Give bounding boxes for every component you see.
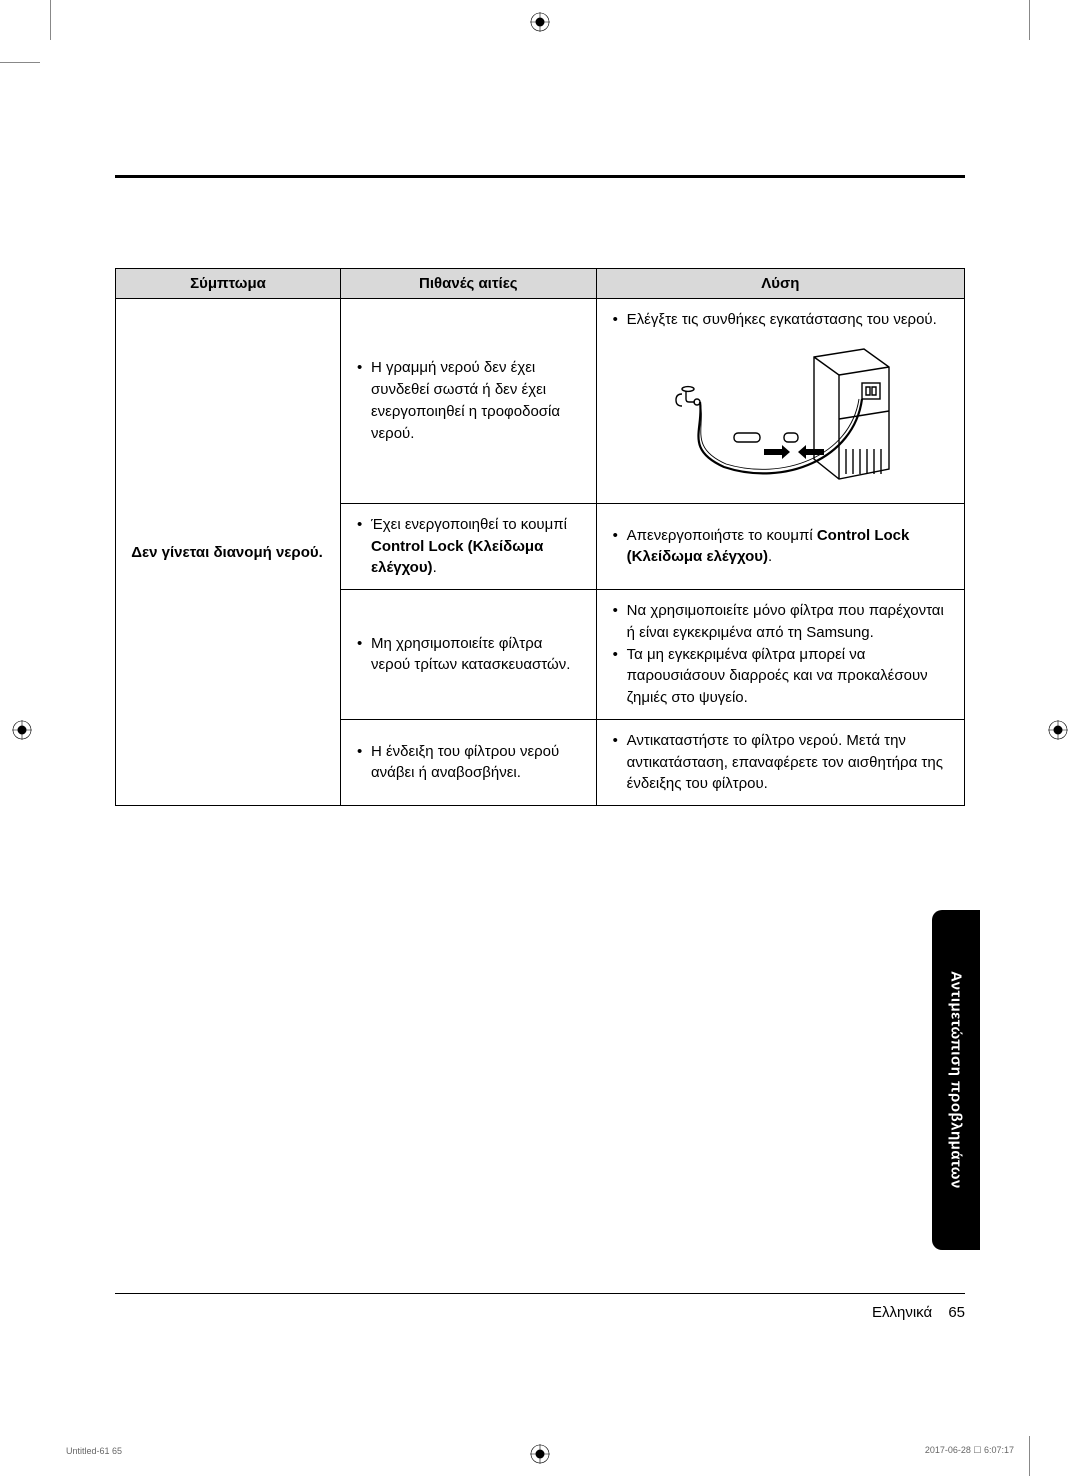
symptom-cell: Δεν γίνεται διανομή νερού. (116, 299, 341, 806)
col-header-solution: Λύση (596, 269, 964, 299)
solution-text: Αντικαταστήστε το φίλτρο νερού. Μετά την… (605, 730, 954, 795)
section-tab: Αντιμετώπιση προβλημάτων (932, 910, 980, 1250)
print-meta-left: Untitled-61 65 (66, 1446, 122, 1456)
crop-mark (1029, 0, 1030, 40)
solution-text: Να χρησιμοποιείτε μόνο φίλτρα που παρέχο… (605, 600, 954, 644)
cause-cell: Η ένδειξη του φίλτρου νερού ανάβει ή ανα… (341, 719, 597, 805)
registration-mark-icon (530, 1444, 550, 1464)
col-header-cause: Πιθανές αιτίες (341, 269, 597, 299)
cause-cell: Έχει ενεργοποιηθεί το κουμπί Control Loc… (341, 503, 597, 589)
solution-cell: Ελέγξτε τις συνθήκες εγκατάστασης του νε… (596, 299, 964, 504)
solution-text: Απενεργοποιήστε το κουμπί Control Lock (… (605, 525, 954, 569)
registration-mark-icon (530, 12, 550, 32)
water-connection-diagram-icon (605, 339, 954, 493)
crop-mark (50, 0, 51, 40)
solution-text: Τα μη εγκεκριμένα φίλτρα μπορεί να παρου… (605, 644, 954, 709)
solution-cell: Να χρησιμοποιείτε μόνο φίλτρα που παρέχο… (596, 590, 964, 720)
table-row: Δεν γίνεται διανομή νερού. Η γραμμή νερο… (116, 299, 965, 504)
page-number: 65 (948, 1304, 965, 1321)
solution-cell: Αντικαταστήστε το φίλτρο νερού. Μετά την… (596, 719, 964, 805)
solution-cell: Απενεργοποιήστε το κουμπί Control Lock (… (596, 503, 964, 589)
crop-mark (0, 62, 40, 63)
solution-text: Ελέγξτε τις συνθήκες εγκατάστασης του νε… (605, 309, 954, 331)
cause-text: Η γραμμή νερού δεν έχει συνδεθεί σωστά ή… (349, 357, 586, 444)
page-footer: Ελληνικά 65 (115, 1293, 965, 1321)
cause-text: Έχει ενεργοποιηθεί το κουμπί Control Loc… (349, 514, 586, 579)
page-content: Σύμπτωμα Πιθανές αιτίες Λύση Δεν γίνεται… (115, 175, 965, 806)
top-rule (115, 175, 965, 178)
footer-language: Ελληνικά (872, 1304, 932, 1321)
cause-text: Η ένδειξη του φίλτρου νερού ανάβει ή ανα… (349, 741, 586, 785)
print-meta-right: 2017-06-28 ☐ 6:07:17 (925, 1445, 1014, 1456)
cause-text: Μη χρησιμοποιείτε φίλτρα νερού τρίτων κα… (349, 633, 586, 677)
footer-rule (115, 1293, 965, 1294)
troubleshooting-table: Σύμπτωμα Πιθανές αιτίες Λύση Δεν γίνεται… (115, 268, 965, 806)
registration-mark-icon (12, 720, 32, 740)
registration-mark-icon (1048, 720, 1068, 740)
cause-cell: Μη χρησιμοποιείτε φίλτρα νερού τρίτων κα… (341, 590, 597, 720)
cause-cell: Η γραμμή νερού δεν έχει συνδεθεί σωστά ή… (341, 299, 597, 504)
crop-mark (1029, 1436, 1030, 1476)
col-header-symptom: Σύμπτωμα (116, 269, 341, 299)
section-tab-label: Αντιμετώπιση προβλημάτων (948, 971, 965, 1189)
